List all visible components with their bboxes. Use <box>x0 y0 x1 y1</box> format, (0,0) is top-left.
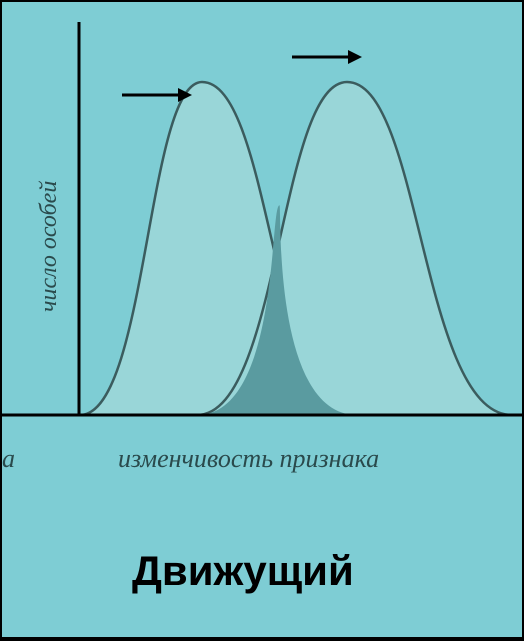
chart-svg <box>2 2 524 641</box>
partial-label: а <box>2 444 15 474</box>
diagram-panel: число особей изменчивость признака а Дви… <box>0 0 520 635</box>
y-axis-label: число особей <box>36 181 63 312</box>
x-axis-label: изменчивость признака <box>118 444 379 474</box>
main-title: Движущий <box>132 547 354 595</box>
